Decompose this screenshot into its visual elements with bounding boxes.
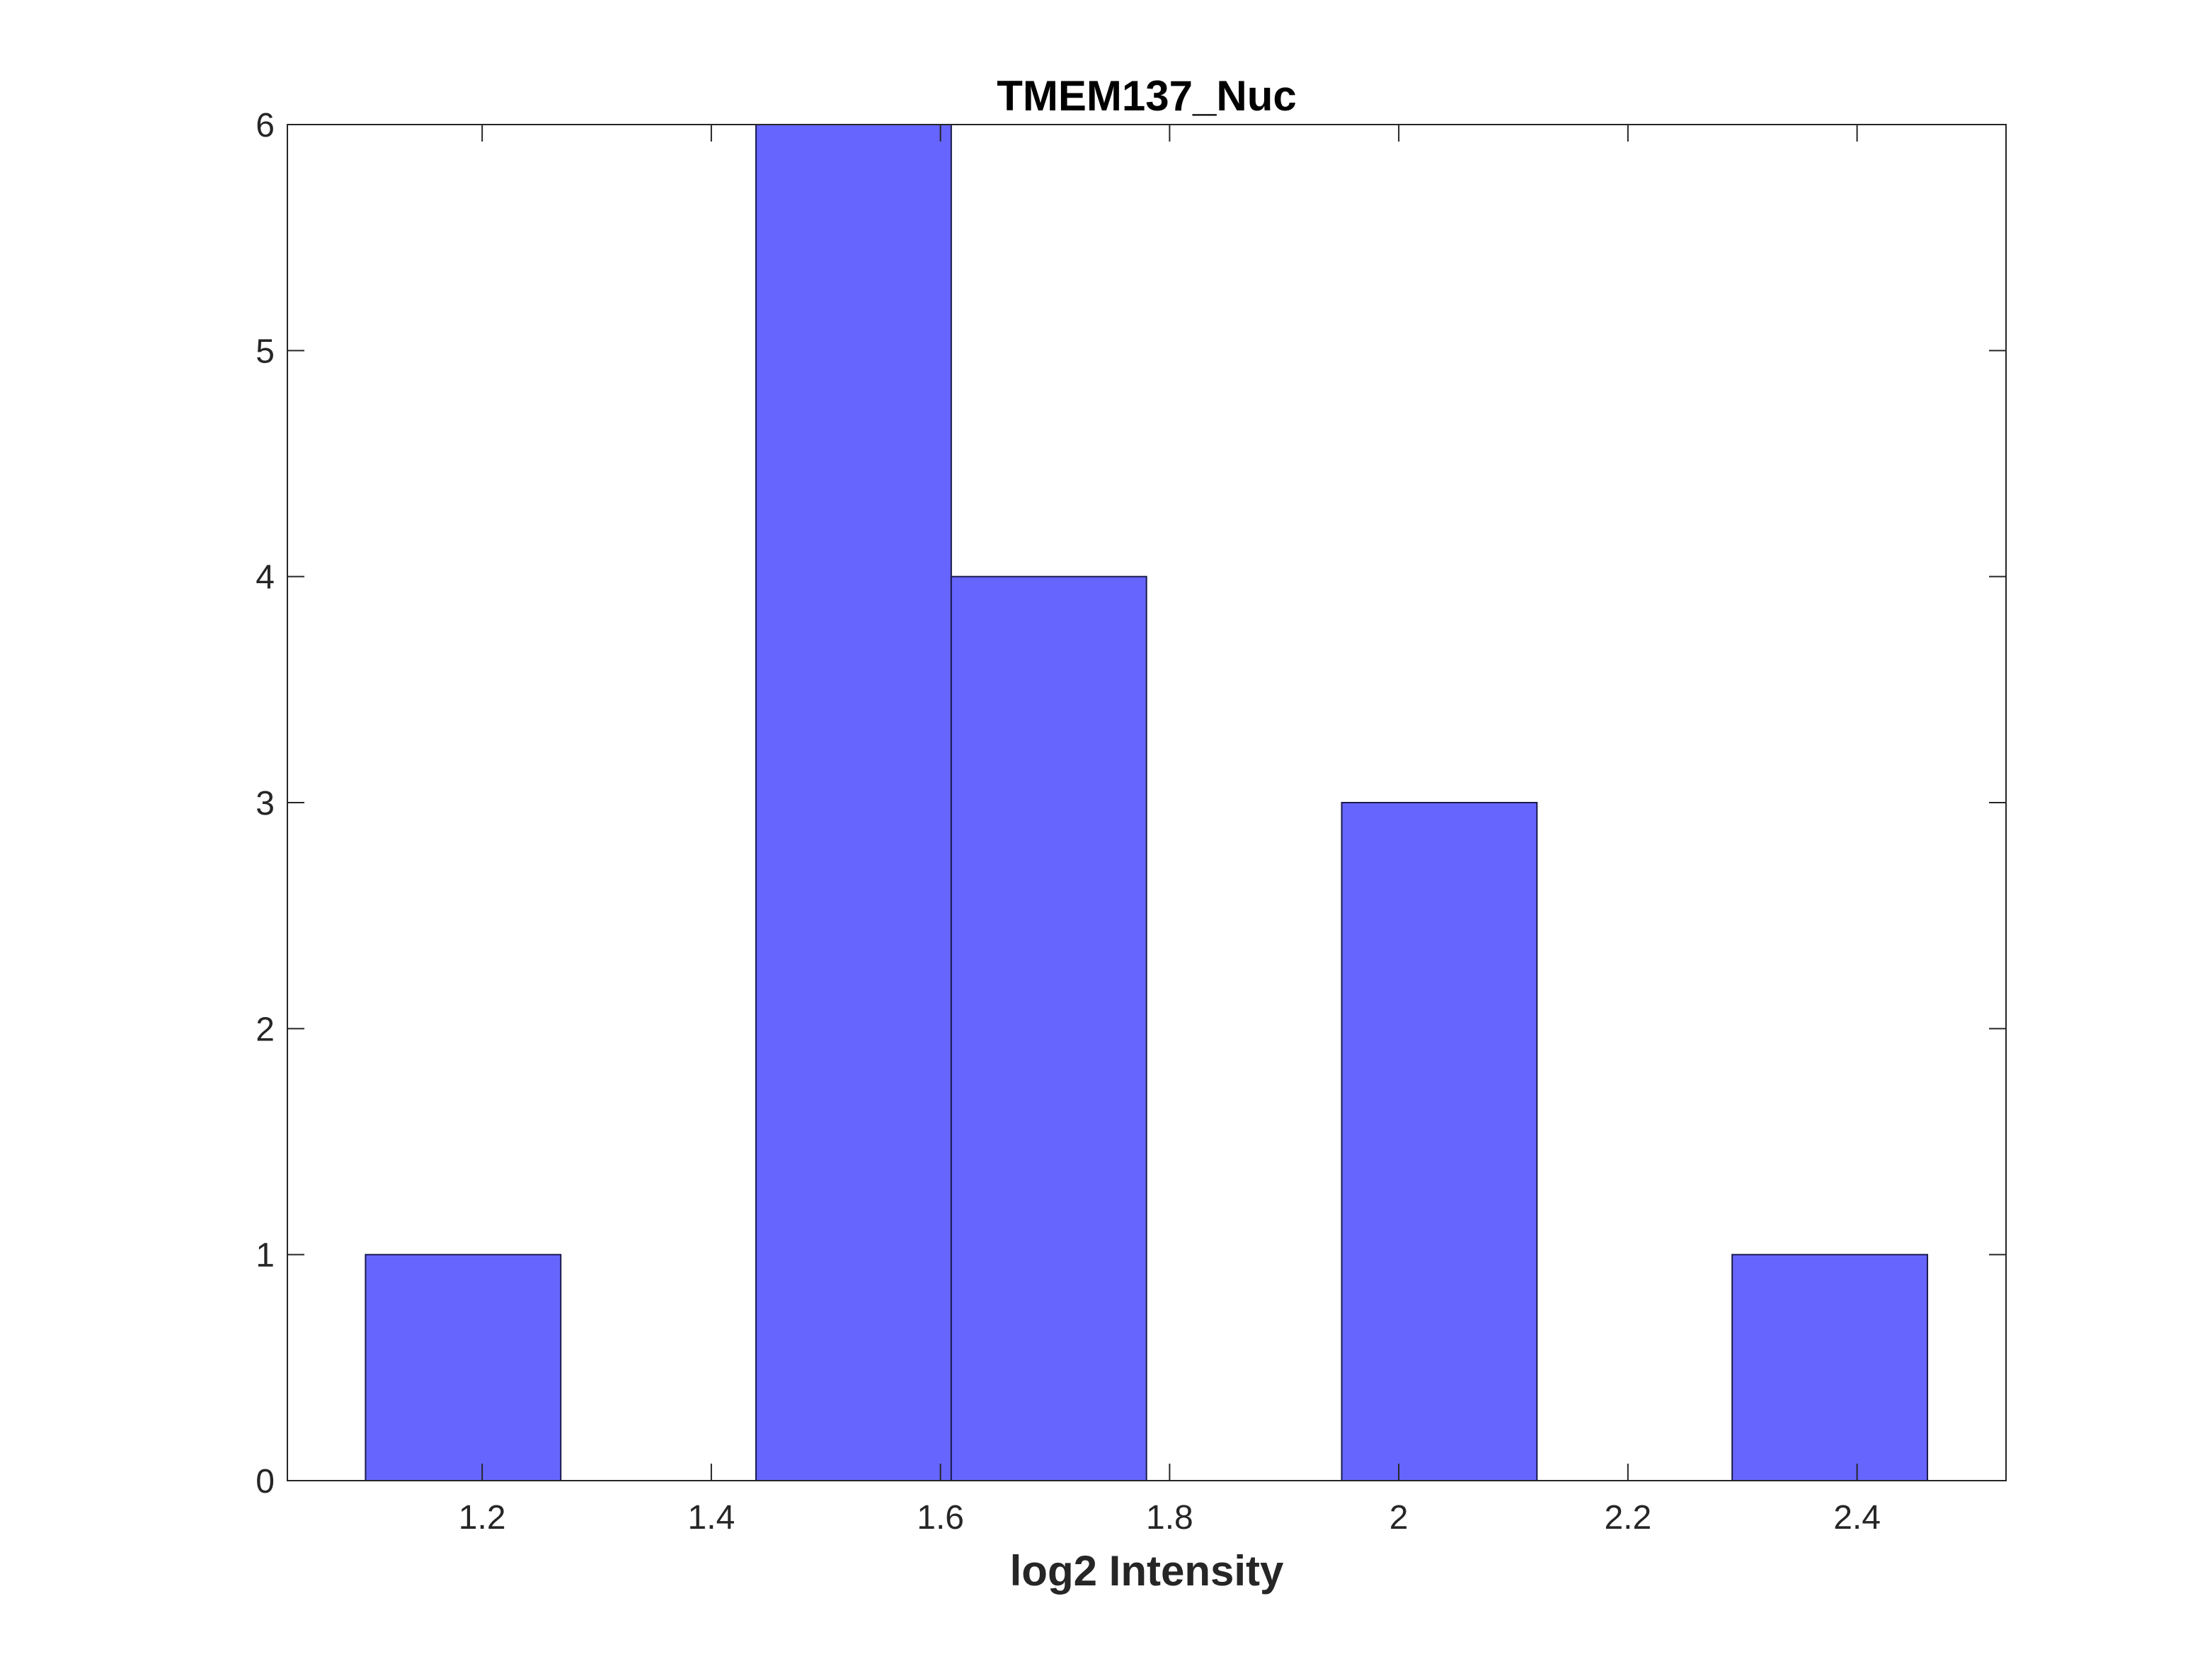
histogram-bar bbox=[1341, 802, 1538, 1481]
chart-title: TMEM137_Nuc bbox=[997, 72, 1296, 120]
y-tick-label: 1 bbox=[256, 1237, 275, 1275]
y-tick-label: 3 bbox=[256, 785, 275, 822]
x-tick-label: 1.4 bbox=[688, 1499, 735, 1537]
histogram-bar bbox=[365, 1253, 562, 1481]
y-tick-label: 6 bbox=[256, 107, 275, 144]
y-tick-label: 5 bbox=[256, 333, 275, 370]
x-axis-label: log2 Intensity bbox=[1010, 1547, 1284, 1595]
bars-layer bbox=[365, 124, 1928, 1482]
histogram-bar bbox=[950, 575, 1147, 1482]
y-tick-labels: 0 1 2 3 4 5 6 bbox=[256, 107, 275, 1500]
histogram-bar bbox=[1731, 1253, 1928, 1481]
x-tick-label: 2 bbox=[1389, 1499, 1409, 1537]
y-tick-label: 4 bbox=[256, 559, 275, 597]
y-tick-label: 2 bbox=[256, 1011, 275, 1048]
x-tick-label: 2.4 bbox=[1833, 1499, 1881, 1537]
x-tick-label: 1.8 bbox=[1146, 1499, 1193, 1537]
y-tick-label: 0 bbox=[256, 1463, 275, 1500]
histogram-bar bbox=[755, 124, 952, 1481]
x-tick-label: 1.2 bbox=[459, 1499, 506, 1537]
x-tick-label: 1.6 bbox=[917, 1499, 964, 1537]
x-tick-labels: 1.2 1.4 1.6 1.8 2 2.2 2.4 bbox=[459, 1499, 1881, 1537]
x-tick-label: 2.2 bbox=[1604, 1499, 1651, 1537]
axes-box bbox=[287, 124, 2007, 1481]
